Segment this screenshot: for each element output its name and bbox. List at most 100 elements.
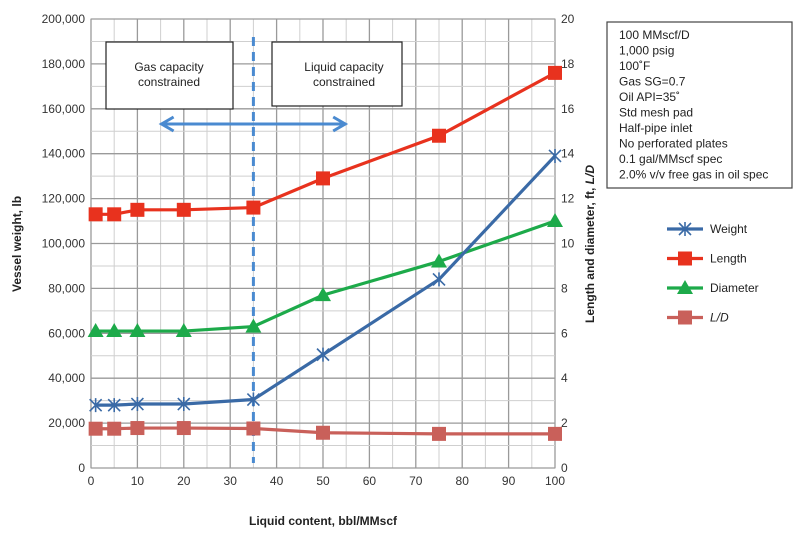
- length-marker: [246, 200, 261, 215]
- condition-line: 1,000 psig: [619, 44, 674, 58]
- condition-line: Gas SG=0.7: [619, 75, 686, 89]
- y2-tick-label: 14: [561, 147, 575, 161]
- legend-label: Weight: [710, 222, 748, 236]
- series-weight: [89, 148, 562, 413]
- y-tick-label: 40,000: [48, 371, 85, 385]
- diameter-marker: [245, 318, 262, 333]
- condition-line: 100 MMscf/D: [619, 28, 690, 42]
- diameter-marker: [175, 323, 192, 338]
- l-d-marker: [130, 421, 145, 436]
- l-d-marker: [432, 426, 446, 441]
- legend-item-l-d: L/D: [667, 310, 729, 325]
- l-d-marker: [88, 421, 103, 436]
- y-tick-label: 20,000: [48, 416, 85, 430]
- condition-line: Std mesh pad: [619, 106, 693, 120]
- y-tick-label: 100,000: [42, 237, 86, 251]
- diameter-marker: [129, 323, 146, 338]
- weight-marker: [130, 397, 144, 412]
- y-tick-label: 80,000: [48, 281, 85, 295]
- legend: Weight Length Diameter L/D: [667, 222, 759, 325]
- l-d-marker: [548, 426, 562, 441]
- length-marker: [548, 65, 562, 80]
- x-tick-label: 70: [409, 474, 423, 488]
- arrow-left-head-icon: [158, 115, 175, 133]
- length-marker: [316, 171, 330, 186]
- condition-line: Half-pipe inlet: [619, 121, 693, 135]
- weight-marker: [432, 272, 446, 287]
- condition-line: 2.0% v/v free gas in oil spec: [619, 168, 768, 182]
- gas-box-line1: Gas capacity: [134, 60, 203, 74]
- x-tick-label: 90: [502, 474, 516, 488]
- liquid-capacity-box: Liquid capacity constrained: [271, 41, 403, 107]
- diameter-marker: [106, 323, 123, 338]
- arrow-right-head-icon: [332, 115, 349, 133]
- diameter-marker: [431, 253, 447, 268]
- y2-tick-label: 18: [561, 57, 575, 71]
- y-tick-label: 60,000: [48, 326, 85, 340]
- diameter-marker: [87, 323, 104, 338]
- y2-tick-label: 10: [561, 237, 575, 251]
- legend-label: Length: [710, 252, 747, 266]
- x-axis-ticks: 0 10 20 30 40 50 60 70 80 90 100: [88, 474, 566, 488]
- weight-marker: [177, 397, 191, 412]
- condition-line: No perforated plates: [619, 137, 728, 151]
- y2-axis-label-text: Length and diameter, ft,: [583, 184, 597, 323]
- y2-tick-label: 8: [561, 281, 568, 295]
- weight-marker: [246, 392, 260, 407]
- legend-item-length: Length: [667, 251, 747, 266]
- weight-marker: [107, 398, 121, 413]
- weight-line: [95, 154, 557, 407]
- length-marker: [130, 202, 145, 217]
- condition-line: 100˚F: [619, 59, 650, 73]
- y-axis-label: Vessel weight, lb: [10, 196, 24, 292]
- legend-item-diameter: Diameter: [667, 280, 759, 295]
- x-tick-label: 80: [456, 474, 470, 488]
- liquid-box-line2: constrained: [313, 75, 375, 89]
- y-tick-label: 120,000: [42, 192, 86, 206]
- x-tick-label: 40: [270, 474, 284, 488]
- y-tick-label: 140,000: [42, 147, 86, 161]
- y-tick-label: 0: [78, 461, 85, 475]
- gas-box-line2: constrained: [138, 75, 200, 89]
- y2-tick-label: 20: [561, 12, 575, 26]
- legend-weight-marker: [678, 222, 692, 236]
- length-marker: [107, 207, 122, 222]
- y2-tick-label: 0: [561, 461, 568, 475]
- y2-axis-ticks: 0 2 4 6 8 10 12 14 16 18 20: [561, 12, 575, 475]
- legend-length-marker: [678, 251, 692, 266]
- legend-label: Diameter: [710, 281, 759, 295]
- x-tick-label: 10: [131, 474, 145, 488]
- legend-item-weight: Weight: [667, 222, 748, 236]
- y2-tick-label: 12: [561, 192, 575, 206]
- l-d-marker: [246, 421, 261, 436]
- y-axis-ticks: 0 20,000 40,000 60,000 80,000 100,000 120,000 1…: [42, 12, 86, 475]
- length-marker: [176, 202, 191, 217]
- x-tick-label: 20: [177, 474, 191, 488]
- y-tick-label: 160,000: [42, 102, 86, 116]
- weight-marker: [548, 148, 562, 163]
- gas-capacity-box: Gas capacity constrained: [105, 41, 234, 110]
- series-length: [88, 65, 562, 222]
- length-marker: [432, 128, 446, 143]
- legend-label: L/D: [710, 311, 729, 325]
- condition-line: Oil API=35˚: [619, 90, 680, 104]
- y-tick-label: 200,000: [42, 12, 86, 26]
- x-tick-label: 100: [545, 474, 565, 488]
- l-d-marker: [316, 425, 330, 440]
- y2-tick-label: 6: [561, 326, 568, 340]
- y2-axis-label-ld: L/D: [583, 165, 597, 185]
- x-tick-label: 50: [316, 474, 330, 488]
- legend-diameter-marker: [677, 280, 693, 294]
- length-marker: [88, 207, 103, 222]
- series: [87, 65, 563, 441]
- y2-tick-label: 4: [561, 371, 568, 385]
- y2-tick-label: 2: [561, 416, 568, 430]
- liquid-box-line1: Liquid capacity: [304, 60, 383, 74]
- constraint-divider: [158, 37, 349, 463]
- x-tick-label: 60: [363, 474, 377, 488]
- x-tick-label: 30: [224, 474, 238, 488]
- y2-axis-label: Length and diameter, ft, L/D: [583, 165, 597, 323]
- series-diameter: [87, 213, 563, 338]
